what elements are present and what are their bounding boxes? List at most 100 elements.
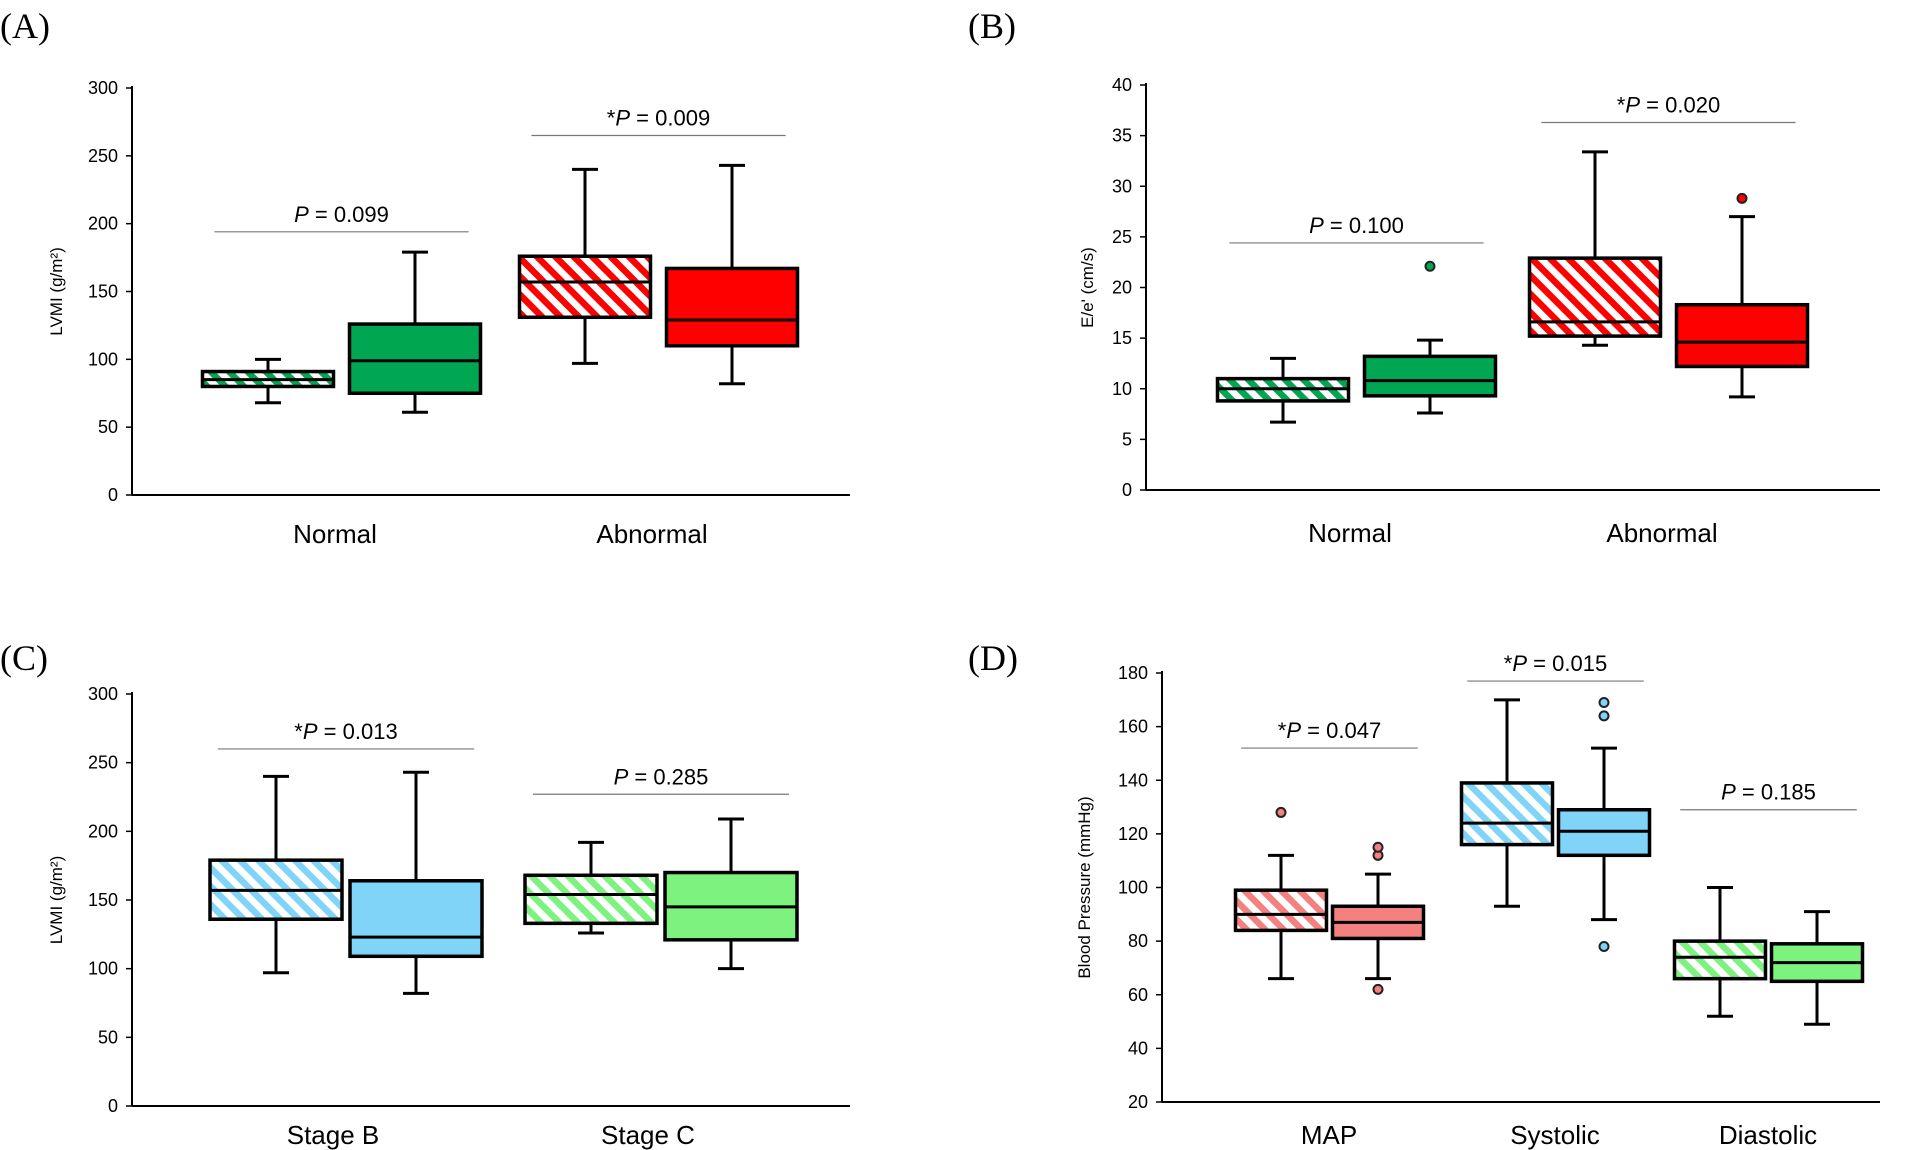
panel-c-letter: (C) — [0, 638, 48, 678]
panel-d-box-systolic-solid — [1556, 696, 1652, 952]
p-value-symbol: P — [303, 719, 318, 744]
p-value-label: P = 0.099 — [294, 202, 389, 227]
p-value-number: = 0.047 — [1301, 718, 1381, 743]
panel-a-box-normal-solid — [347, 250, 483, 414]
p-value-number: = 0.099 — [309, 202, 389, 227]
panel-a-ytick-label: 50 — [98, 417, 118, 437]
p-value-symbol: P — [1721, 780, 1736, 805]
panel-b-ytick-label: 20 — [1112, 278, 1132, 298]
panel-b-ytick-label: 40 — [1112, 75, 1132, 95]
panel-d-p-annotation: P = 0.185 — [1680, 780, 1857, 811]
panel-c-p-annotation: *P = 0.013 — [217, 719, 475, 750]
panel-c-box-stage-c-solid — [663, 817, 799, 971]
p-value-star: * — [1504, 651, 1513, 676]
box-iqr — [523, 873, 659, 926]
panel-b-letter: (B) — [968, 6, 1016, 46]
panel-d-ytick-label: 40 — [1128, 1038, 1148, 1058]
outlier-point — [1598, 940, 1610, 952]
panel-b-box-normal-solid — [1362, 260, 1498, 415]
panel-d-box-map-solid — [1330, 841, 1426, 995]
p-value-label: *P = 0.013 — [294, 719, 397, 744]
p-value-label: *P = 0.047 — [1278, 718, 1381, 743]
panel-a-p-annotation: P = 0.099 — [214, 202, 469, 233]
p-value-number: = 0.185 — [1736, 780, 1816, 805]
panel-d-box-map-hatched — [1233, 806, 1329, 981]
box-iqr — [1233, 888, 1329, 933]
panel-c-category-label: Stage C — [601, 1120, 695, 1150]
p-value-number: = 0.009 — [630, 105, 710, 130]
panel-b-ytick-label: 30 — [1112, 176, 1132, 196]
panel-d-p-annotation: *P = 0.015 — [1467, 651, 1644, 682]
panel-b-ytick-label: 35 — [1112, 126, 1132, 146]
outlier-point — [1598, 710, 1610, 722]
panel-d-category-label: Diastolic — [1719, 1120, 1817, 1150]
panel-a-letter: (A) — [0, 6, 50, 46]
box-iqr — [1459, 781, 1555, 847]
panel-c-ytick-label: 100 — [88, 959, 118, 979]
panel-b-ytick-label: 5 — [1122, 429, 1132, 449]
panel-b-box-normal-hatched — [1215, 356, 1351, 424]
box-iqr — [1362, 354, 1498, 398]
panel-d-chart: (D) 20 40 60 80 100 120 140 160 180 Blood Pressure… — [968, 638, 1880, 1150]
panel-c-p-annotation: P = 0.285 — [532, 764, 790, 795]
panel-c-ytick-label: 250 — [88, 753, 118, 773]
panel-a-ytick-label: 100 — [88, 349, 118, 369]
panel-d-letter: (D) — [968, 638, 1018, 678]
p-value-label: P = 0.285 — [614, 764, 709, 789]
outlier-point — [1424, 260, 1436, 272]
box-iqr — [1672, 939, 1768, 981]
panel-d-box-diastolic-hatched — [1672, 886, 1768, 1018]
p-value-label: *P = 0.009 — [607, 105, 710, 130]
outlier-point — [1598, 696, 1610, 708]
panel-b-ytick-label: 15 — [1112, 328, 1132, 348]
panel-d-ytick-label: 60 — [1128, 985, 1148, 1005]
p-value-star: * — [607, 105, 616, 130]
outlier-point — [1372, 841, 1384, 853]
panel-c-ytick-label: 50 — [98, 1027, 118, 1047]
panel-c-category-label: Stage B — [287, 1120, 380, 1150]
p-value-number: = 0.013 — [318, 719, 398, 744]
panel-d-category-label: Systolic — [1510, 1120, 1600, 1150]
panel-c-ytick-label: 150 — [88, 890, 118, 910]
box-iqr — [1527, 256, 1663, 338]
panel-b-box-abnormal-solid — [1674, 192, 1810, 399]
p-value-star: * — [1278, 718, 1287, 743]
p-value-star: * — [1617, 92, 1626, 117]
panel-d-ytick-label: 20 — [1128, 1092, 1148, 1112]
p-value-label: P = 0.185 — [1721, 780, 1816, 805]
panel-d-box-diastolic-solid — [1769, 910, 1865, 1026]
p-value-label: P = 0.100 — [1309, 213, 1404, 238]
p-value-number: = 0.285 — [628, 764, 708, 789]
p-value-symbol: P — [1309, 213, 1324, 238]
panel-c-box-stage-b-solid — [348, 770, 484, 995]
panel-c-chart: (C) 0 50 100 150 200 250 300 LVMI (g/m²) Stage B S… — [0, 638, 850, 1150]
panel-d-ytick-label: 140 — [1118, 770, 1148, 790]
box-iqr — [348, 879, 484, 959]
panel-a-category-label: Abnormal — [596, 519, 707, 549]
panel-d-ytick-label: 160 — [1118, 717, 1148, 737]
panel-b-y-axis-title: E/e' (cm/s) — [1078, 247, 1097, 328]
panel-a-category-label: Normal — [293, 519, 377, 549]
p-value-number: = 0.100 — [1324, 213, 1404, 238]
panel-b-chart: (B) 0 5 10 15 20 25 30 35 40 E/e' (cm/s) Normal Abno… — [968, 6, 1880, 548]
p-value-symbol: P — [294, 202, 309, 227]
panel-a-y-axis-title: LVMI (g/m²) — [47, 247, 66, 335]
panel-d-ytick-label: 120 — [1118, 824, 1148, 844]
panel-b-category-label: Normal — [1308, 518, 1392, 548]
panel-c-box-stage-c-hatched — [523, 840, 659, 935]
panel-c-y-axis-title: LVMI (g/m²) — [47, 856, 66, 944]
p-value-label: *P = 0.020 — [1617, 92, 1720, 117]
panel-a-ytick-label: 0 — [108, 485, 118, 505]
panel-a-p-annotation: *P = 0.009 — [531, 105, 786, 137]
panel-d-box-systolic-hatched — [1459, 698, 1555, 908]
panel-d-ytick-label: 80 — [1128, 931, 1148, 951]
panel-c-box-stage-b-hatched — [208, 774, 344, 975]
panel-d-ytick-label: 180 — [1118, 663, 1148, 683]
outlier-point — [1372, 983, 1384, 995]
p-value-label: *P = 0.015 — [1504, 651, 1607, 676]
p-value-symbol: P — [1512, 651, 1527, 676]
p-value-symbol: P — [1286, 718, 1301, 743]
p-value-symbol: P — [614, 764, 629, 789]
panel-a-box-abnormal-solid — [664, 163, 800, 386]
